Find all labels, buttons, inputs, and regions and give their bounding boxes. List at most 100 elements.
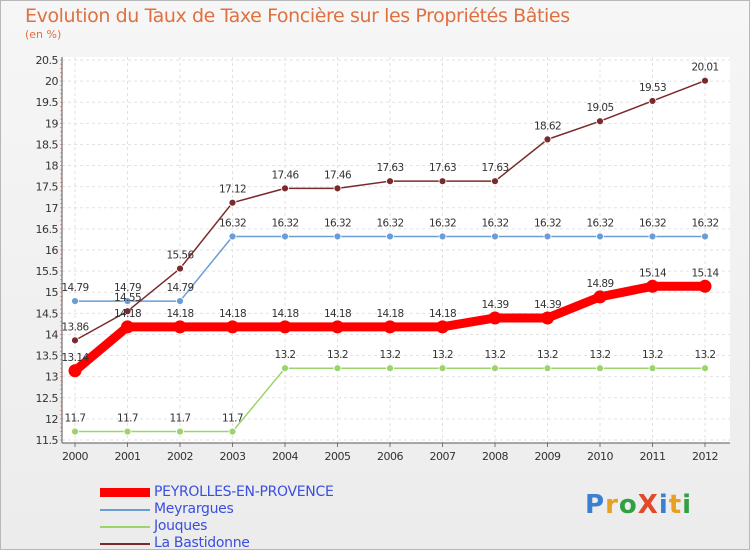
data-point (438, 177, 447, 186)
y-tick-label: 20 (45, 75, 58, 88)
data-point (281, 184, 289, 193)
legend-label: Jouques (154, 518, 208, 534)
data-label: 17.12 (219, 184, 246, 196)
data-point (701, 364, 709, 373)
data-label: 17.63 (376, 162, 403, 174)
data-point (436, 320, 449, 334)
y-tick-label: 17 (45, 202, 58, 215)
data-point (491, 232, 499, 241)
x-tick-label: 2010 (587, 450, 613, 463)
y-tick-label: 14 (45, 328, 58, 341)
x-tick-label: 2006 (377, 450, 403, 463)
x-tick-label: 2001 (115, 450, 141, 463)
x-tick-label: 2008 (482, 450, 508, 463)
x-tick-label: 2012 (692, 450, 718, 463)
y-tick-label: 20.5 (36, 54, 59, 67)
data-label: 14.18 (376, 308, 403, 320)
data-label: 14.18 (114, 308, 141, 320)
data-label: 19.05 (586, 102, 613, 114)
logo-letter: r (605, 490, 619, 520)
data-label: 13.14 (61, 352, 89, 364)
logo-letter: i (682, 490, 693, 520)
data-label: 14.18 (219, 308, 246, 320)
y-tick-label: 12.5 (36, 392, 59, 405)
data-point (438, 364, 447, 373)
logo-letter: i (658, 490, 669, 520)
data-point (176, 297, 184, 305)
data-point (228, 427, 237, 436)
legend-swatch (100, 488, 150, 497)
data-label: 18.62 (534, 120, 561, 132)
data-label: 14.79 (61, 282, 88, 294)
data-point (123, 427, 132, 436)
data-point (543, 232, 552, 241)
y-tick-label: 19 (45, 117, 58, 130)
data-point (386, 364, 394, 373)
data-point (71, 297, 79, 305)
data-label: 17.63 (429, 162, 456, 174)
data-point (488, 311, 502, 325)
data-label: 13.2 (432, 349, 453, 361)
data-point (123, 297, 132, 305)
data-point (701, 232, 709, 241)
data-label: 19.53 (639, 82, 666, 94)
data-point (701, 76, 709, 85)
x-tick-label: 2004 (272, 450, 298, 463)
data-label: 16.32 (586, 217, 613, 229)
y-tick-label: 19.5 (36, 96, 59, 109)
data-label: 17.63 (481, 162, 508, 174)
data-label: 16.32 (271, 217, 298, 229)
legend-swatch (100, 526, 150, 528)
logo-letter: X (637, 490, 659, 520)
legend-swatch (100, 543, 150, 545)
data-label: 13.2 (485, 349, 506, 361)
data-label: 11.7 (222, 413, 243, 425)
y-tick-label: 18.5 (36, 138, 59, 151)
data-point (383, 320, 397, 334)
data-label: 16.32 (639, 217, 666, 229)
legend-label: PEYROLLES-EN-PROVENCE (154, 484, 334, 500)
data-point (386, 232, 394, 241)
y-tick-label: 18 (45, 160, 58, 173)
data-label: 17.46 (324, 169, 352, 181)
data-label: 16.32 (376, 217, 403, 229)
y-axis-unit-label: (en %) (25, 28, 62, 41)
data-point (648, 232, 657, 241)
data-label: 16.32 (324, 217, 351, 229)
data-label: 11.7 (117, 413, 138, 425)
data-label: 14.79 (114, 282, 141, 294)
data-label: 13.2 (275, 349, 296, 361)
y-tick-label: 15 (45, 286, 58, 299)
data-point (228, 198, 237, 207)
data-point (541, 311, 554, 325)
data-point (543, 364, 552, 373)
y-tick-label: 15.5 (36, 265, 59, 278)
data-label: 16.32 (429, 217, 456, 229)
data-label: 14.18 (429, 308, 456, 320)
data-label: 15.14 (691, 267, 719, 279)
y-tick-label: 12 (45, 413, 58, 426)
data-label: 16.32 (691, 217, 718, 229)
x-tick-label: 2002 (167, 450, 193, 463)
data-label: 13.86 (61, 321, 89, 333)
data-point (333, 364, 342, 373)
data-point (71, 336, 79, 345)
x-tick-label: 2011 (640, 450, 666, 463)
y-tick-label: 11.5 (36, 434, 59, 447)
legend-label: Meyrargues (154, 501, 234, 517)
data-point (331, 320, 344, 334)
data-point (173, 320, 187, 334)
data-label: 14.89 (586, 278, 613, 290)
data-point (438, 232, 447, 241)
logo-letter: t (668, 490, 683, 520)
data-label: 16.32 (534, 217, 561, 229)
x-tick-label: 2003 (220, 450, 246, 463)
data-label: 20.01 (691, 62, 718, 74)
y-tick-label: 17.5 (36, 181, 59, 194)
data-label: 14.55 (114, 292, 141, 304)
data-point (386, 177, 394, 186)
data-point (71, 427, 79, 436)
data-label: 14.39 (534, 299, 561, 311)
data-label: 11.7 (170, 413, 191, 425)
